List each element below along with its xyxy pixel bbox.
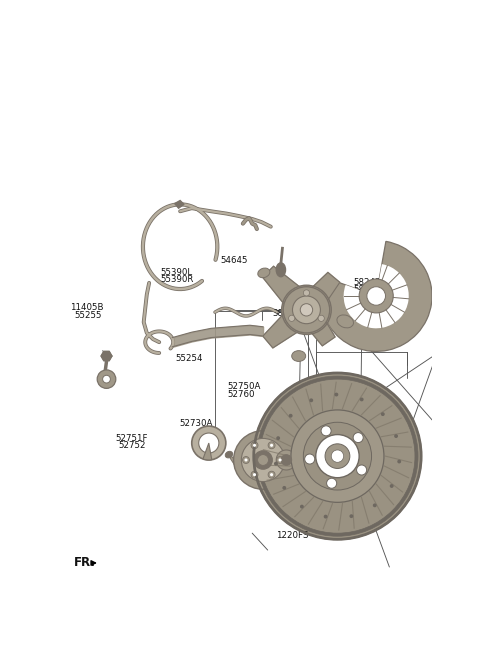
Wedge shape — [321, 241, 432, 351]
Circle shape — [281, 455, 292, 465]
Circle shape — [303, 422, 372, 490]
Polygon shape — [101, 351, 112, 361]
Circle shape — [390, 484, 394, 488]
Circle shape — [359, 279, 393, 313]
Text: 52750A: 52750A — [228, 382, 261, 391]
Circle shape — [260, 379, 415, 533]
Circle shape — [268, 471, 275, 478]
Circle shape — [305, 454, 315, 464]
Circle shape — [357, 465, 367, 475]
Circle shape — [253, 473, 256, 476]
Circle shape — [251, 471, 258, 478]
Ellipse shape — [337, 315, 353, 328]
Circle shape — [318, 315, 324, 321]
Circle shape — [324, 514, 327, 518]
Circle shape — [270, 443, 273, 447]
Text: 38002A: 38002A — [272, 309, 305, 317]
Text: 58411D: 58411D — [271, 430, 305, 438]
Text: 55390R: 55390R — [160, 275, 194, 284]
Text: 54645: 54645 — [220, 256, 248, 265]
Circle shape — [299, 302, 314, 317]
Circle shape — [234, 431, 292, 489]
Text: 58244: 58244 — [354, 285, 382, 294]
Text: 52760: 52760 — [228, 390, 255, 399]
Circle shape — [254, 451, 272, 469]
Circle shape — [283, 286, 330, 333]
Polygon shape — [297, 273, 340, 318]
Circle shape — [381, 412, 385, 416]
Circle shape — [309, 398, 313, 402]
Circle shape — [254, 373, 421, 539]
Circle shape — [326, 478, 336, 488]
Polygon shape — [263, 299, 315, 348]
Circle shape — [242, 457, 250, 463]
Circle shape — [270, 473, 273, 476]
Circle shape — [103, 375, 110, 383]
Ellipse shape — [225, 451, 233, 458]
Circle shape — [241, 438, 285, 482]
Circle shape — [373, 503, 377, 507]
Circle shape — [282, 285, 331, 334]
Circle shape — [292, 296, 321, 324]
Circle shape — [321, 426, 331, 436]
Text: 11405B: 11405B — [71, 303, 104, 312]
Text: 55255: 55255 — [74, 311, 102, 320]
Circle shape — [289, 414, 293, 418]
Ellipse shape — [292, 351, 306, 361]
Text: 52730A: 52730A — [180, 419, 213, 428]
Text: 55254: 55254 — [175, 353, 203, 363]
Circle shape — [282, 486, 286, 489]
Wedge shape — [203, 443, 212, 460]
Circle shape — [251, 442, 258, 449]
Wedge shape — [344, 264, 409, 328]
Circle shape — [199, 433, 219, 453]
Text: 55390L: 55390L — [160, 267, 192, 277]
Circle shape — [316, 434, 359, 478]
Circle shape — [258, 455, 268, 465]
Circle shape — [192, 426, 226, 460]
Polygon shape — [263, 449, 286, 471]
Polygon shape — [298, 304, 335, 346]
Circle shape — [97, 370, 116, 388]
Circle shape — [300, 304, 312, 316]
Text: 52751F: 52751F — [115, 434, 147, 443]
Circle shape — [300, 505, 304, 509]
Circle shape — [325, 444, 350, 468]
Circle shape — [331, 450, 344, 463]
Circle shape — [397, 460, 401, 463]
Circle shape — [303, 290, 310, 296]
Circle shape — [367, 286, 385, 306]
Circle shape — [274, 462, 278, 466]
Circle shape — [360, 397, 364, 401]
Text: 1220FS: 1220FS — [276, 531, 308, 539]
Circle shape — [276, 450, 296, 470]
Circle shape — [253, 443, 256, 447]
Circle shape — [353, 432, 363, 443]
Circle shape — [257, 376, 418, 536]
Circle shape — [291, 410, 384, 503]
Circle shape — [349, 514, 353, 518]
Circle shape — [244, 459, 248, 461]
Text: FR.: FR. — [74, 556, 96, 570]
Circle shape — [276, 436, 280, 440]
Polygon shape — [263, 266, 316, 320]
Polygon shape — [175, 200, 184, 208]
Circle shape — [278, 459, 282, 461]
Text: 52752: 52752 — [119, 441, 146, 450]
Ellipse shape — [276, 263, 286, 277]
Text: 58243A: 58243A — [354, 278, 387, 286]
Circle shape — [335, 393, 338, 396]
Circle shape — [288, 315, 295, 321]
Circle shape — [394, 434, 398, 438]
Circle shape — [291, 294, 322, 325]
Circle shape — [268, 442, 275, 449]
Ellipse shape — [258, 268, 270, 278]
Circle shape — [276, 457, 284, 463]
